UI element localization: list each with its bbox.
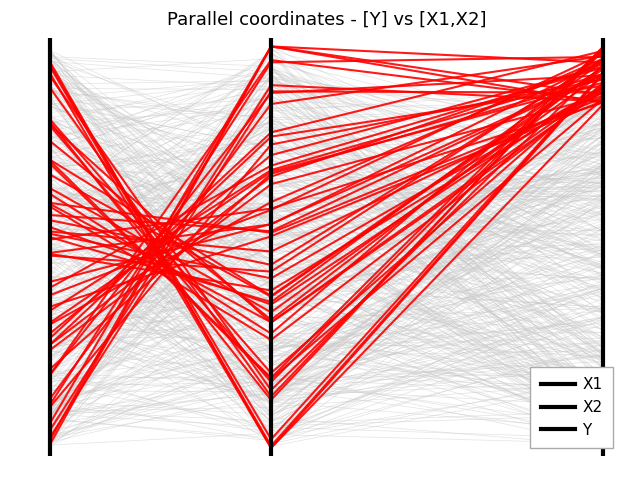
- Title: Parallel coordinates - [Y] vs [X1,X2]: Parallel coordinates - [Y] vs [X1,X2]: [166, 11, 486, 28]
- Legend: X1, X2, Y: X1, X2, Y: [531, 367, 613, 448]
